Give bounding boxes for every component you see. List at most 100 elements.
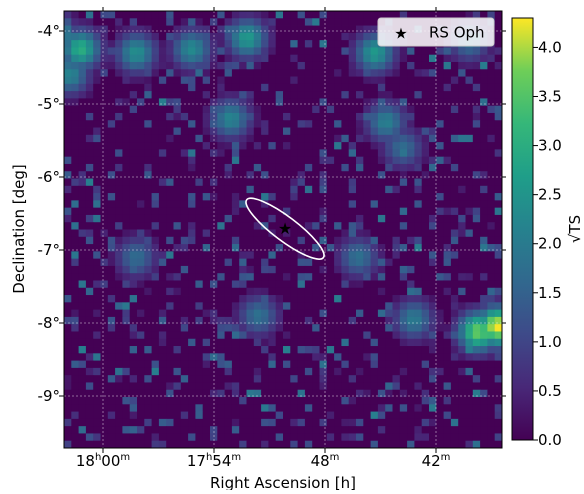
heatmap-cell xyxy=(100,244,109,252)
heatmap-cell xyxy=(129,360,138,369)
heatmap-cell xyxy=(137,367,145,376)
heatmap-cell xyxy=(107,397,116,405)
heatmap-cell xyxy=(217,287,225,296)
heatmap-cell xyxy=(407,54,415,63)
heatmap-cell xyxy=(100,360,109,369)
heatmap-cell xyxy=(297,54,306,63)
heatmap-cell xyxy=(297,324,306,332)
heatmap-cell xyxy=(283,360,291,369)
heatmap-cell xyxy=(458,134,466,143)
heatmap-cell xyxy=(312,258,320,267)
heatmap-cell xyxy=(100,105,109,114)
heatmap-cell xyxy=(137,127,145,136)
heatmap-cell xyxy=(100,222,109,230)
heatmap-cell xyxy=(436,98,444,107)
heatmap-cell xyxy=(144,207,152,216)
heatmap-cell xyxy=(144,397,152,405)
heatmap-cell xyxy=(93,200,101,209)
heatmap-cell xyxy=(283,193,291,201)
heatmap-cell xyxy=(115,346,123,354)
heatmap-cell xyxy=(465,69,474,77)
heatmap-cell xyxy=(399,83,408,92)
heatmap-cell xyxy=(202,258,211,267)
heatmap-cell xyxy=(312,280,320,289)
heatmap-cell xyxy=(239,127,247,136)
heatmap-cell xyxy=(275,375,284,383)
legend: ★ RS Oph xyxy=(377,17,495,47)
heatmap-cell xyxy=(246,127,255,136)
heatmap-cell xyxy=(363,222,371,230)
heatmap-cell xyxy=(195,302,204,311)
heatmap-cell xyxy=(356,265,364,274)
heatmap-cell xyxy=(100,295,109,303)
heatmap-cell xyxy=(268,265,277,274)
heatmap-cell xyxy=(78,200,87,209)
heatmap-cell xyxy=(115,25,123,34)
heatmap-cell xyxy=(429,440,437,448)
heatmap-cell xyxy=(487,338,496,347)
colorbar-tick-label: 2.0 xyxy=(538,235,562,253)
heatmap-cell xyxy=(443,47,452,56)
heatmap-cell xyxy=(217,120,225,128)
heatmap-cell xyxy=(158,54,167,63)
heatmap-cell xyxy=(239,98,247,107)
heatmap-cell xyxy=(173,273,182,281)
heatmap-cell xyxy=(334,207,342,216)
heatmap-cell xyxy=(195,61,204,70)
heatmap-cell xyxy=(458,156,466,165)
heatmap-cell xyxy=(166,142,174,150)
heatmap-cell xyxy=(480,309,488,318)
heatmap-cell xyxy=(166,331,174,340)
heatmap-cell xyxy=(319,83,328,92)
heatmap-cell xyxy=(268,120,277,128)
heatmap-cell xyxy=(173,163,182,172)
heatmap-cell xyxy=(268,178,277,187)
heatmap-cell xyxy=(436,207,444,216)
heatmap-cell xyxy=(129,411,138,420)
heatmap-cell xyxy=(239,411,247,420)
heatmap-cell xyxy=(202,54,211,63)
heatmap-cell xyxy=(188,433,196,442)
heatmap-cell xyxy=(210,346,218,354)
heatmap-cell xyxy=(239,331,247,340)
heatmap-cell xyxy=(275,397,284,405)
heatmap-cell xyxy=(246,265,255,274)
heatmap-cell xyxy=(297,353,306,361)
heatmap-cell xyxy=(195,25,204,34)
heatmap-cell xyxy=(122,273,131,281)
heatmap-cell xyxy=(494,61,502,70)
heatmap-cell xyxy=(377,367,386,376)
heatmap-cell xyxy=(151,324,160,332)
heatmap-cell xyxy=(71,316,79,325)
heatmap-cell xyxy=(421,375,430,383)
heatmap-cell xyxy=(261,200,269,209)
heatmap-cell xyxy=(231,440,240,448)
heatmap-cell xyxy=(436,367,444,376)
heatmap-cell xyxy=(414,142,423,150)
heatmap-cell xyxy=(421,207,430,216)
heatmap-cell xyxy=(166,382,174,391)
heatmap-cell xyxy=(341,433,350,442)
heatmap-cell xyxy=(115,207,123,216)
heatmap-cell xyxy=(129,309,138,318)
heatmap-cell xyxy=(151,112,160,121)
heatmap-cell xyxy=(363,382,371,391)
heatmap-cell xyxy=(64,309,72,318)
heatmap-cell xyxy=(436,120,444,128)
heatmap-cell xyxy=(115,251,123,260)
heatmap-cell xyxy=(370,295,379,303)
heatmap-cell xyxy=(180,389,189,398)
heatmap-cell xyxy=(239,244,247,252)
heatmap-cell xyxy=(158,178,167,187)
heatmap-cell xyxy=(370,40,379,48)
heatmap-cell xyxy=(494,426,502,434)
heatmap-cell xyxy=(341,440,350,448)
heatmap-cell xyxy=(407,112,415,121)
heatmap-cell xyxy=(450,112,459,121)
heatmap-cell xyxy=(443,178,452,187)
heatmap-cell xyxy=(217,426,225,434)
heatmap-cell xyxy=(348,273,357,281)
heatmap-cell xyxy=(392,193,401,201)
heatmap-cell xyxy=(487,324,496,332)
heatmap-cell xyxy=(443,316,452,325)
